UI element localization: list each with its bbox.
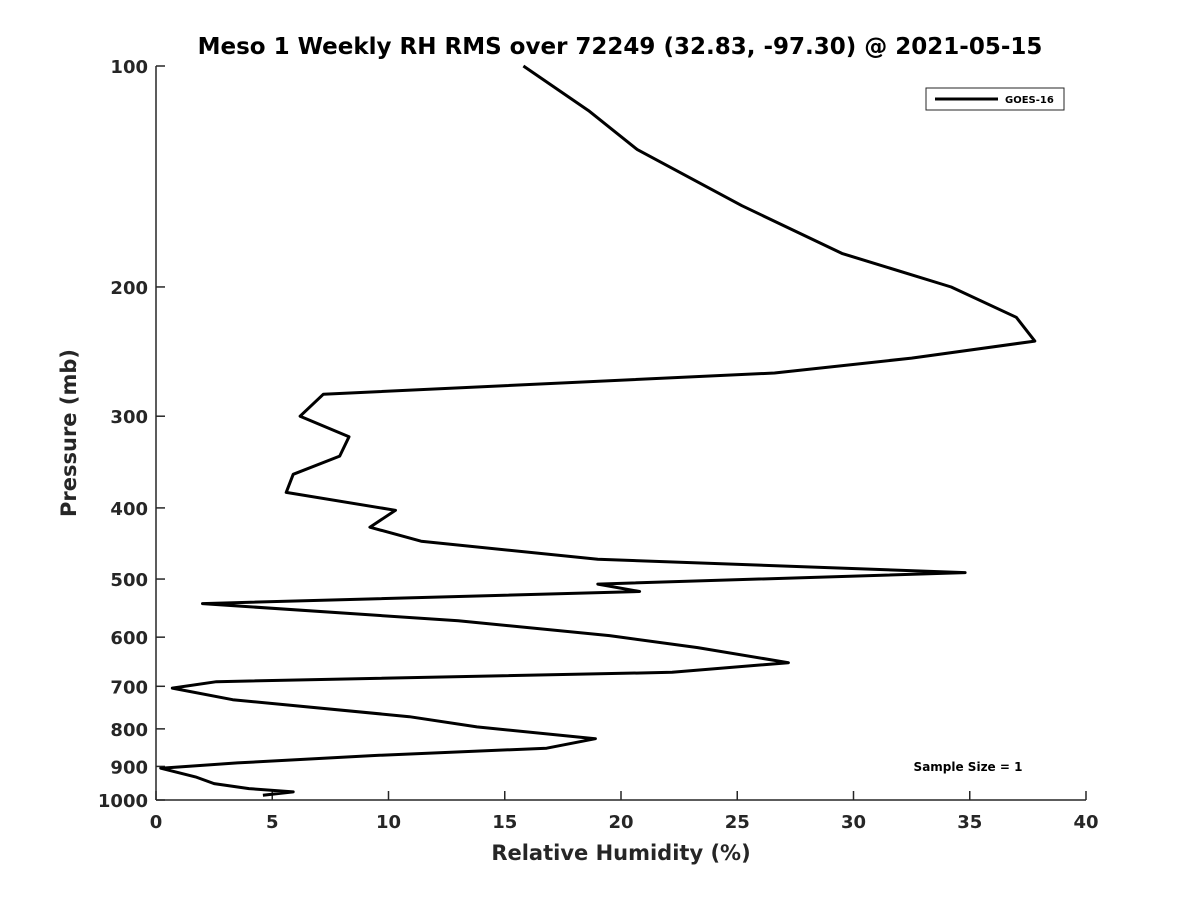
y-tick-label: 200	[110, 278, 148, 299]
x-tick-label: 15	[492, 812, 517, 833]
y-tick-label: 400	[110, 499, 148, 520]
x-tick-label: 25	[725, 812, 750, 833]
x-tick-label: 5	[266, 812, 279, 833]
series-line-goes-16	[159, 64, 1037, 797]
y-ticks: 100 200 300 400 500 600 700 800 900 1000	[98, 57, 165, 812]
legend-entry: GOES-16	[1005, 95, 1054, 106]
y-tick-label: 900	[110, 757, 148, 778]
y-tick-label: 100	[110, 57, 148, 78]
x-tick-label: 30	[841, 812, 866, 833]
x-ticks: 0 5 10 15 20 25 30 35 40	[150, 791, 1099, 833]
plot-area	[155, 66, 1086, 801]
chart-title: Meso 1 Weekly RH RMS over 72249 (32.83, …	[198, 34, 1043, 60]
x-tick-label: 40	[1073, 812, 1098, 833]
y-tick-label: 600	[110, 628, 148, 649]
y-tick-label: 300	[110, 407, 148, 428]
x-tick-label: 35	[957, 812, 982, 833]
sample-size-annotation: Sample Size = 1	[914, 760, 1023, 774]
x-tick-label: 10	[376, 812, 401, 833]
y-tick-label: 500	[110, 570, 148, 591]
series-group	[159, 64, 1037, 797]
x-tick-label: 20	[608, 812, 633, 833]
y-tick-label: 700	[110, 677, 148, 698]
x-tick-label: 0	[150, 812, 163, 833]
legend: GOES-16	[925, 87, 1065, 111]
y-axis-label: Pressure (mb)	[57, 349, 81, 517]
x-axis-label: Relative Humidity (%)	[491, 841, 750, 865]
y-tick-label: 1000	[98, 791, 148, 812]
y-tick-label: 800	[110, 720, 148, 741]
